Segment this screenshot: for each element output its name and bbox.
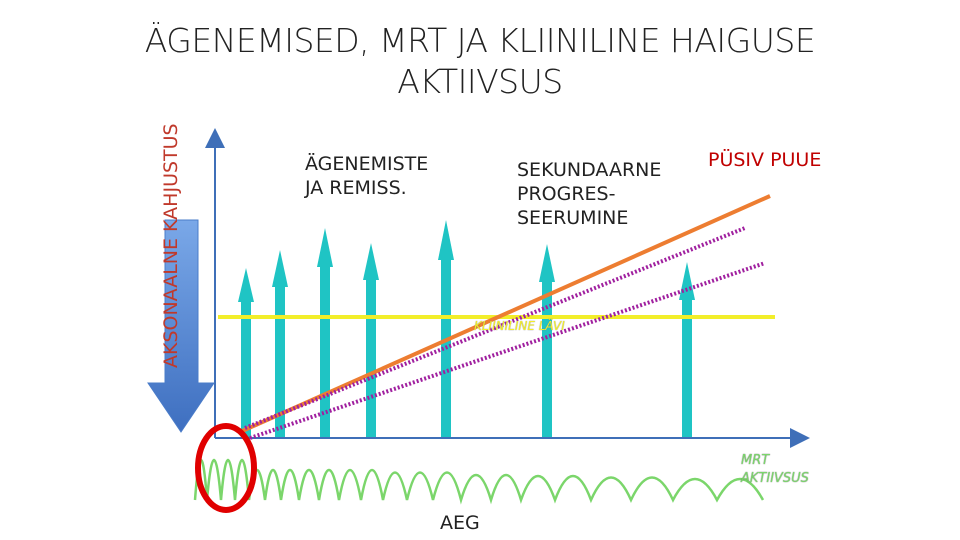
permanent-disability-label: PÜSIV PUUE: [708, 149, 822, 171]
mrt-label-line-1: MRT: [741, 453, 770, 468]
title-line-1: ÄGENEMISED, MRT JA KLIINILINE HAIGUSE: [144, 21, 816, 60]
relapses-label-line-1: ÄGENEMISTE: [305, 153, 429, 175]
clinical-threshold-label: KLIINILINE LÄVI: [474, 319, 565, 333]
early-activity-circle: [195, 423, 257, 513]
secondary-progression-label: SEKUNDAARNE PROGRES- SEERUMINE: [517, 158, 661, 230]
relapse-arrow: [438, 220, 454, 438]
secondary-label-line-1: SEKUNDAARNE: [517, 159, 662, 181]
progression-line: [239, 194, 771, 434]
relapse-arrow: [539, 244, 555, 438]
secondary-label-line-3: SEERUMINE: [517, 207, 629, 229]
relapses-label: ÄGENEMISTE JA REMISS.: [305, 152, 428, 200]
relapses-label-line-2: JA REMISS.: [305, 177, 407, 199]
title-line-2: AKTIIVSUS: [397, 62, 563, 101]
relapse-arrow: [363, 243, 379, 438]
axonal-damage-label: AKSONAALNE KAHJUSTUS: [160, 123, 182, 368]
relapse-arrow: [238, 268, 254, 438]
mrt-activity-wave: [193, 459, 765, 505]
mrt-activity-label: MRT AKTIIVSUS: [741, 452, 809, 488]
mrt-label-line-2: AKTIIVSUS: [741, 471, 809, 486]
secondary-label-line-2: PROGRES-: [517, 183, 616, 205]
purple-dotted-line-lower: [249, 261, 766, 440]
slide-title: ÄGENEMISED, MRT JA KLIINILINE HAIGUSE AK…: [0, 20, 960, 102]
purple-dotted-line-upper: [244, 226, 746, 430]
axonal-damage-arrow: [147, 219, 215, 433]
relapse-arrow: [272, 250, 288, 438]
relapse-arrow: [317, 228, 333, 438]
time-axis-label: AEG: [440, 512, 480, 534]
